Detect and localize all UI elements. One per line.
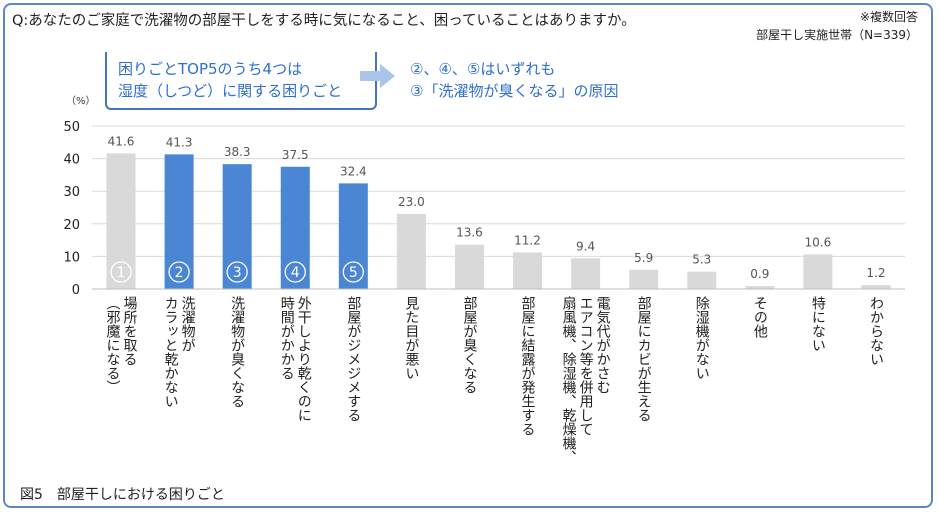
result-line-2: ③「洗濯物が臭くなる」の原因 [410, 82, 619, 100]
category-label: 部屋がジメジメする [345, 296, 361, 422]
question-text: Q:あなたのご家庭で洗濯物の部屋干しをする時に気になること、困っていることはあり… [12, 13, 636, 29]
rank-label: 2 [175, 265, 184, 281]
category-label: 特にない [810, 296, 826, 352]
bar [629, 269, 659, 289]
value-label: 41.3 [166, 135, 193, 149]
multiple-answer-note: ※複数回答 [859, 10, 918, 24]
value-label: 1.2 [866, 266, 885, 280]
bar [513, 252, 543, 289]
sample-base-note: 部屋干し実施世帯（N=339） [756, 28, 918, 42]
y-unit-label: （%） [66, 95, 96, 107]
value-label: 41.6 [108, 134, 135, 148]
category-label: 電気代がかさむ [595, 296, 611, 394]
category-label: その他 [752, 296, 768, 339]
category-label: 見た目が悪い [403, 296, 419, 380]
bar [687, 271, 717, 289]
category-label: 扇風機、除湿機、乾燥機、 [561, 296, 577, 464]
value-label: 32.4 [340, 164, 367, 178]
category-label: 部屋に結露が発生する [520, 296, 536, 436]
value-label: 38.3 [224, 145, 251, 159]
y-tick-label: 10 [63, 250, 80, 265]
bar [164, 154, 194, 289]
figure-caption: 図5 部屋干しにおける困りごと [20, 487, 225, 503]
category-label: 洗濯物が [180, 296, 196, 352]
value-label: 0.9 [750, 267, 769, 281]
bar [396, 214, 426, 289]
value-label: 13.6 [456, 226, 483, 240]
rank-label: 4 [291, 265, 300, 281]
bar [861, 285, 891, 289]
bar [454, 244, 484, 289]
y-tick-label: 30 [63, 185, 80, 200]
rank-label: 5 [349, 265, 358, 281]
value-label: 5.9 [634, 251, 653, 265]
category-label: 洗濯物が臭くなる [229, 296, 245, 408]
category-label: わからない [868, 296, 884, 366]
value-label: 10.6 [805, 235, 832, 249]
category-label: 部屋にカビが生える [636, 296, 652, 422]
y-tick-label: 40 [63, 153, 80, 168]
bar [571, 258, 601, 289]
value-label: 5.3 [692, 253, 711, 267]
bar [745, 286, 775, 289]
bar [106, 153, 136, 289]
value-label: 23.0 [398, 195, 425, 209]
rank-circle [226, 261, 248, 283]
category-label: 外干しより乾くのに [296, 296, 312, 422]
callout-line-2: 湿度（しつど）に関する困りごと [118, 82, 343, 100]
value-label: 9.4 [576, 239, 595, 253]
value-label: 37.5 [282, 148, 309, 162]
category-label: 場所を取る [122, 296, 138, 366]
category-label: （邪魔になる） [105, 296, 121, 394]
category-label: 除湿機がない [694, 296, 710, 380]
callout-line-1: 困りごとTOP5のうち4つは [118, 60, 303, 78]
rank-circle [110, 261, 132, 283]
y-tick-label: 50 [63, 120, 80, 135]
rank-label: 3 [233, 265, 242, 281]
rank-circle [168, 261, 190, 283]
rank-circle [284, 261, 306, 283]
category-label: 時間がかかる [279, 296, 295, 380]
y-tick-label: 0 [72, 283, 80, 298]
rank-label: 1 [117, 265, 126, 281]
value-label: 11.2 [514, 233, 541, 247]
rank-circle [342, 261, 364, 283]
category-label: 部屋が臭くなる [461, 296, 477, 394]
bar [803, 254, 833, 289]
y-tick-label: 20 [63, 218, 80, 233]
right-arrow-icon [360, 64, 395, 88]
result-line-1: ②、④、⑤はいずれも [410, 60, 556, 78]
category-label: カラッと乾かない [163, 296, 179, 408]
category-label: エアコン等を併用して [578, 296, 594, 436]
